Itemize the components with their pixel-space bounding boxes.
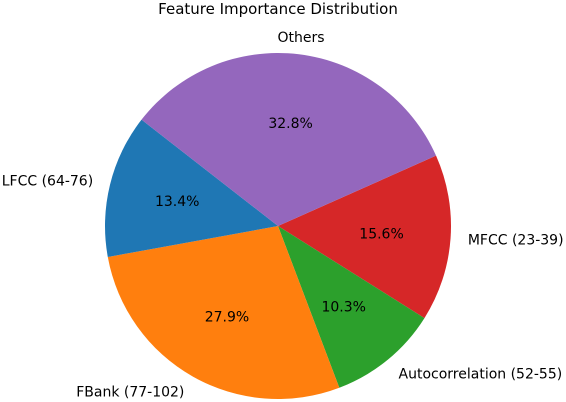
slice-label-lfcc-64-76: LFCC (64-76) xyxy=(2,174,93,190)
pct-label-fbank-77-102: 27.9% xyxy=(205,309,249,325)
pie-labels: 15.6% MFCC (23-39) 10.3% Autocorrelation (5… xyxy=(2,30,564,401)
pct-label-lfcc-64-76: 13.4% xyxy=(155,194,199,210)
pie-slice-others xyxy=(141,53,437,226)
pie-slice-autocorrelation-52-55 xyxy=(278,226,425,388)
slice-label-mfcc-23-39: MFCC (23-39) xyxy=(468,233,564,249)
slice-label-others: Others xyxy=(278,30,325,46)
pct-label-autocorrelation-52-55: 10.3% xyxy=(321,299,365,315)
pie-slices xyxy=(105,53,452,400)
slice-label-fbank-77-102: FBank (77-102) xyxy=(76,385,184,401)
pct-label-others: 32.8% xyxy=(268,116,312,132)
chart-title: Feature Importance Distribution xyxy=(158,0,398,18)
slice-label-autocorrelation-52-55: Autocorrelation (52-55) xyxy=(399,366,563,382)
pct-label-mfcc-23-39: 15.6% xyxy=(359,226,403,242)
pie-slice-lfcc-64-76 xyxy=(105,119,279,257)
pie-slice-fbank-77-102 xyxy=(107,226,340,400)
pie-slice-mfcc-23-39 xyxy=(278,155,452,319)
